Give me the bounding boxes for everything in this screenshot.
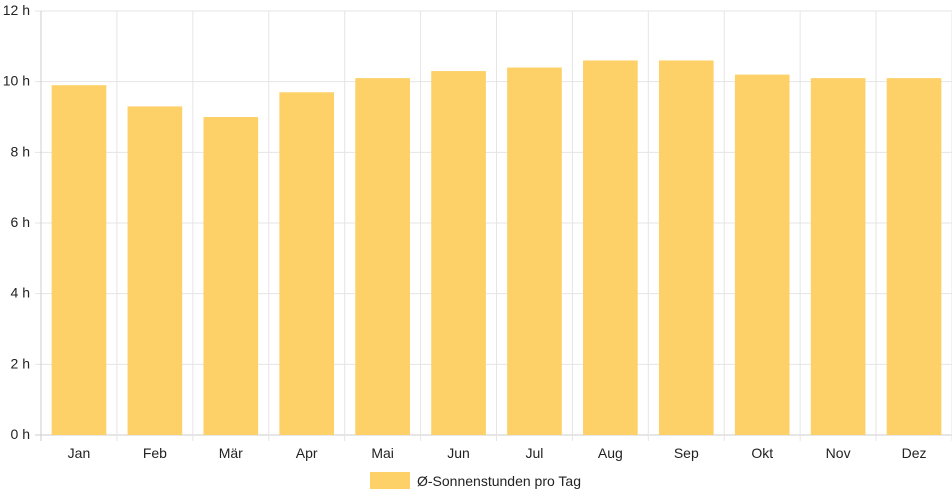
y-tick-label: 8 h	[11, 143, 30, 159]
x-tick-label: Apr	[296, 445, 318, 461]
y-tick-label: 12 h	[3, 2, 30, 18]
x-tick-label: Dez	[902, 445, 927, 461]
bar[interactable]	[431, 71, 486, 436]
y-tick-label: 4 h	[11, 285, 30, 301]
y-axis: 0 h 2 h 4 h 6 h 8 h 10 h 12 h	[3, 2, 30, 442]
y-tick-label: 6 h	[11, 214, 30, 230]
x-tick-label: Feb	[143, 445, 167, 461]
x-tick-label: Jun	[447, 445, 470, 461]
x-axis: Jan Feb Mär Apr Mai Jun Jul Aug Sep Okt Nov Dez	[68, 445, 927, 461]
bar[interactable]	[127, 106, 183, 436]
y-tick-label: 0 h	[11, 426, 30, 442]
x-tick-label: Mai	[371, 445, 394, 461]
bar[interactable]	[734, 74, 790, 435]
bar[interactable]	[355, 78, 410, 435]
x-tick-label: Jul	[526, 445, 544, 461]
x-tick-label: Nov	[826, 445, 851, 461]
x-tick-label: Mär	[219, 445, 243, 461]
legend[interactable]: Ø-Sonnenstunden pro Tag	[370, 472, 581, 489]
x-tick-label: Okt	[751, 445, 773, 461]
legend-label: Ø-Sonnenstunden pro Tag	[417, 472, 581, 489]
bar[interactable]	[583, 60, 638, 435]
bar[interactable]	[810, 78, 866, 435]
x-tick-label: Sep	[674, 445, 699, 461]
bars	[51, 60, 942, 436]
bar[interactable]	[658, 60, 714, 435]
y-tick-label: 2 h	[11, 355, 30, 371]
bar[interactable]	[507, 67, 562, 436]
bar[interactable]	[203, 117, 259, 435]
x-tick-label: Jan	[68, 445, 91, 461]
grid	[35, 10, 952, 441]
bar[interactable]	[886, 78, 942, 435]
bar[interactable]	[51, 85, 107, 435]
y-tick-label: 10 h	[3, 73, 30, 89]
x-tick-label: Aug	[598, 445, 623, 461]
bar[interactable]	[279, 92, 335, 436]
legend-swatch	[370, 472, 410, 489]
